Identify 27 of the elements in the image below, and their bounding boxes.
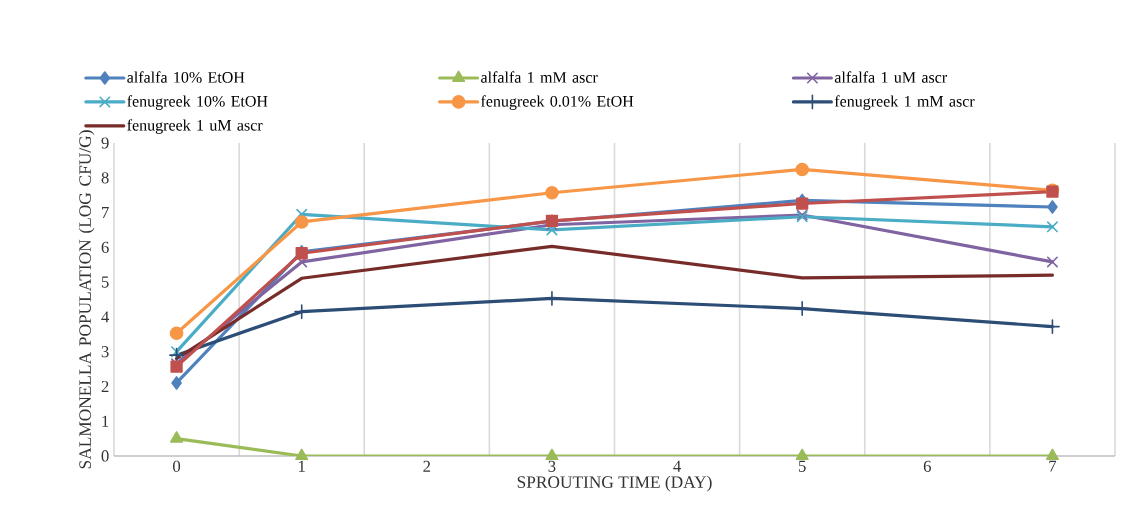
legend-label: fenugreek 0.01% EtOH: [481, 95, 634, 110]
legend-label: alfalfa 10% EtOH: [127, 71, 245, 83]
y-tick-label: 3: [101, 346, 109, 358]
y-tick-label: 4: [101, 311, 110, 323]
x-tick-label: 6: [923, 460, 931, 472]
x-tick-label: 3: [548, 460, 556, 472]
y-tick-label: 8: [101, 172, 109, 184]
x-tick-label: 2: [423, 460, 431, 472]
x-tick-label: 0: [173, 460, 181, 472]
y-tick-label: 1: [102, 415, 109, 427]
legend-label: fenugreek 10% EtOH: [127, 95, 268, 110]
x-tick-label: 4: [673, 460, 681, 472]
legend-label: alfalfa 1 mM ascr: [481, 71, 598, 83]
y-tick-label: 9: [101, 137, 109, 149]
x-axis-title: SPROUTING TIME (DAY): [517, 475, 712, 492]
y-tick-label: 7: [102, 207, 109, 219]
x-tick-label: 7: [1049, 460, 1057, 472]
legend-label: alfalfa 1 uM ascr: [834, 71, 947, 83]
y-axis-title: SALMONELLA POPULATION (LOG CFU/G): [78, 130, 95, 469]
y-tick-label: 5: [101, 276, 109, 288]
y-tick-label: 0: [101, 450, 109, 462]
x-tick-label: 1: [298, 460, 305, 472]
y-tick-label: 2: [101, 380, 109, 392]
x-tick-label: 5: [798, 460, 806, 472]
legend-label: fenugreek 1 uM ascr: [127, 119, 263, 134]
y-tick-label: 6: [101, 241, 109, 253]
legend-label: fenugreek 1 mM ascr: [834, 95, 975, 110]
